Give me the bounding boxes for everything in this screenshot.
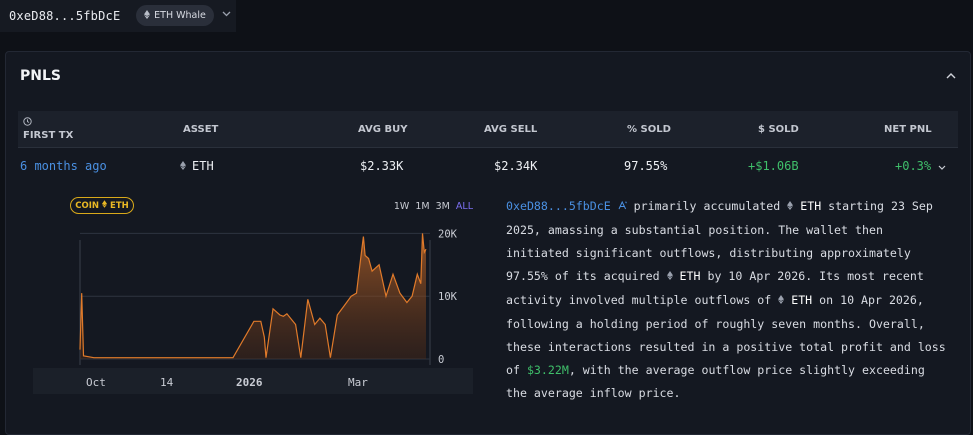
x-tick-label: Mar (348, 376, 368, 389)
net-pnl-value: +0.3% (895, 159, 932, 173)
summary-address[interactable]: 0xeD88...5fbDcE (506, 199, 611, 213)
chevron-down-icon[interactable] (222, 9, 231, 20)
range-1m[interactable]: 1M (415, 201, 430, 212)
area-chart-svg: 0 10K 20K Oct 14 2026 Mar (33, 228, 473, 394)
x-tick-label: 2026 (236, 376, 263, 389)
pnls-panel: PNLS FIRST TX ASSET AVG BUY AVG SELL % S… (5, 51, 971, 435)
chevron-down-icon[interactable] (938, 159, 946, 173)
panel-title: PNLS (20, 68, 61, 84)
area-series-line (79, 233, 427, 359)
col-avg-sell[interactable]: AVG SELL (484, 124, 538, 135)
clock-icon (23, 117, 73, 129)
range-selector: 1W 1M 3M ALL (391, 201, 473, 212)
external-link-icon[interactable] (618, 199, 634, 213)
range-1w[interactable]: 1W (393, 201, 410, 212)
first-tx-cell[interactable]: 6 months ago (20, 159, 107, 173)
range-3m[interactable]: 3M (435, 201, 450, 212)
eth-diamond-icon (102, 200, 108, 211)
eth-diamond-icon (180, 161, 192, 173)
summary-text-3: by 10 Apr 2026. Its most recent activity… (506, 269, 924, 307)
usd-sold-cell: +$1.06B (748, 159, 799, 173)
avg-sell-cell: $2.34K (494, 159, 538, 173)
wallet-address[interactable]: 0xeD88...5fbDcE (9, 9, 121, 23)
y-tick-label: 10K (438, 291, 458, 303)
wallet-badge-label: ETH Whale (154, 10, 206, 21)
asset-cell: ETH (180, 159, 214, 173)
summary-asset-1: ETH (800, 199, 822, 213)
avg-buy-cell: $2.33K (360, 159, 404, 173)
area-series-fill (80, 233, 426, 359)
x-tick-label: Oct (86, 376, 106, 389)
asset-label: ETH (192, 159, 214, 173)
col-net-pnl[interactable]: NET PNL (884, 124, 932, 135)
eth-diamond-icon (666, 271, 673, 283)
pct-sold-cell: 97.55% (624, 159, 668, 173)
col-first-tx-label: FIRST TX (23, 130, 74, 141)
chevron-up-icon[interactable] (946, 68, 956, 82)
x-axis-strip (33, 368, 473, 394)
summary-asset-3: ETH (791, 293, 813, 307)
eth-diamond-icon (778, 295, 785, 307)
coin-filter-pill[interactable]: COIN ETH (70, 197, 134, 214)
summary-text-5: , with the average outflow price slightl… (506, 363, 925, 400)
coin-filter-asset: ETH (110, 200, 129, 211)
col-pct-sold[interactable]: % SOLD (627, 124, 671, 135)
y-tick-label: 20K (438, 228, 458, 240)
table-header: FIRST TX ASSET AVG BUY AVG SELL % SOLD $… (18, 111, 958, 148)
y-tick-label: 0 (438, 354, 444, 366)
holdings-chart: COIN ETH 1W 1M 3M ALL 0 10K 20K Oct 14 2026 Ma… (28, 192, 473, 397)
activity-summary: 0xeD88...5fbDcE primarily accumulated ET… (506, 195, 946, 405)
summary-text-4: on 10 Apr 2026, following a holding peri… (506, 293, 946, 377)
net-pnl-cell[interactable]: +0.3% (895, 159, 946, 173)
summary-pnl: $3.22M (526, 363, 569, 377)
col-asset[interactable]: ASSET (183, 124, 219, 135)
coin-filter-prefix: COIN (75, 200, 100, 211)
table-row[interactable]: 6 months ago ETH $2.33K $2.34K 97.55% +$… (18, 149, 958, 183)
x-tick-label: 14 (160, 376, 174, 389)
col-usd-sold[interactable]: $ SOLD (758, 124, 799, 135)
range-all[interactable]: ALL (455, 201, 473, 212)
summary-text-2: starting 23 Sep 2025, amassing a substan… (506, 199, 933, 283)
wallet-badge[interactable]: ETH Whale (136, 5, 214, 26)
col-first-tx[interactable]: FIRST TX (23, 117, 73, 141)
eth-diamond-icon (787, 201, 794, 213)
col-avg-buy[interactable]: AVG BUY (358, 124, 408, 135)
summary-asset-2: ETH (679, 269, 701, 283)
eth-diamond-icon (144, 9, 151, 22)
summary-text-1: primarily accumulated (633, 199, 781, 213)
